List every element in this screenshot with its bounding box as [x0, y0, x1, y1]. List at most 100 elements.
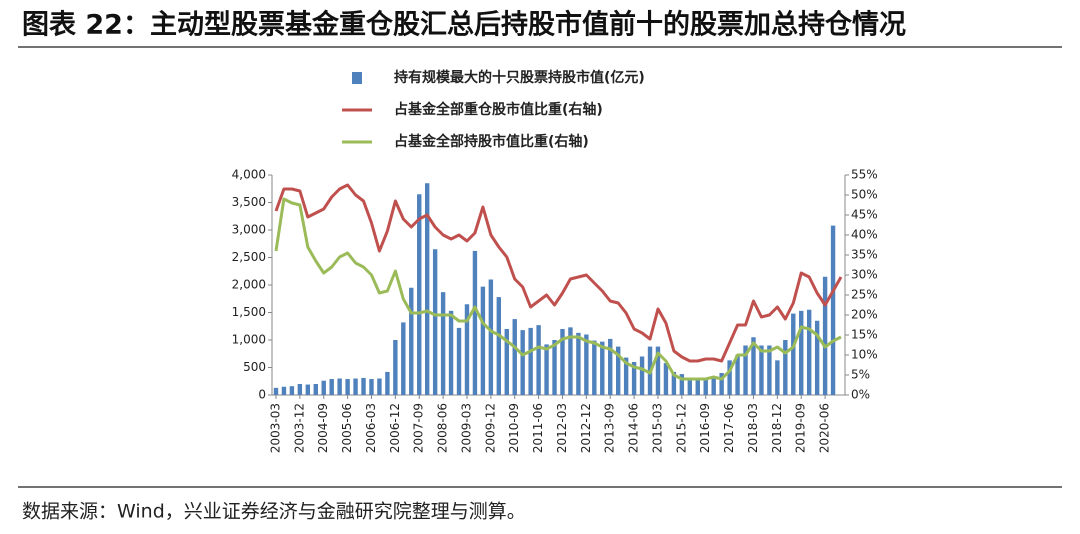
- legend-label: 占基金全部持股市值比重(右轴): [394, 133, 589, 150]
- bar: [759, 345, 764, 395]
- x-tick-label: 2010-09: [507, 403, 521, 453]
- bar: [655, 346, 661, 395]
- y2-tick-label: 25%: [851, 288, 878, 302]
- bar: [663, 363, 669, 395]
- y-tick-label: 3,000: [232, 223, 266, 237]
- bar: [703, 379, 708, 395]
- bar: [735, 354, 740, 395]
- bar: [464, 304, 470, 395]
- bar: [456, 327, 462, 395]
- bar: [751, 337, 756, 395]
- x-tick-label: 2009-12: [483, 403, 497, 453]
- legend-label: 占基金全部重仓股市值比重(右轴): [394, 101, 603, 118]
- bar: [369, 379, 374, 395]
- bar: [432, 249, 438, 395]
- bar: [305, 384, 311, 395]
- bar: [281, 386, 287, 395]
- bar: [600, 341, 605, 395]
- y-tick-label: 2,000: [232, 278, 266, 292]
- y2-tick-label: 30%: [851, 268, 878, 282]
- bar: [417, 194, 422, 395]
- x-tick-label: 2012-12: [579, 403, 593, 453]
- bar: [353, 378, 358, 395]
- x-tick-label: 2015-12: [674, 403, 688, 453]
- bar: [679, 374, 685, 395]
- bar: [791, 313, 796, 395]
- y-tick-label: 1,500: [232, 305, 266, 319]
- y-tick-label: 2,500: [232, 250, 266, 264]
- bar: [472, 250, 478, 395]
- bar: [337, 378, 342, 395]
- bar: [329, 379, 334, 395]
- x-tick-label: 2004-09: [316, 403, 330, 453]
- x-tick-label: 2018-03: [746, 403, 760, 453]
- bar: [592, 340, 597, 395]
- bar: [631, 362, 637, 395]
- bar: [544, 344, 549, 395]
- y-tick-label: 4,000: [232, 168, 266, 182]
- x-tick-label: 2013-09: [603, 403, 617, 453]
- bar: [671, 371, 677, 395]
- title: 图表 22：主动型股票基金重仓股汇总后持股市值前十的股票加总持仓情况: [22, 9, 906, 41]
- y2-tick-label: 55%: [851, 168, 878, 182]
- bar: [608, 338, 613, 395]
- y2-tick-label: 45%: [851, 208, 878, 222]
- bar: [806, 309, 812, 395]
- bar: [615, 346, 621, 395]
- bar: [560, 329, 565, 395]
- x-tick-label: 2003-12: [292, 403, 306, 453]
- bar: [297, 384, 303, 395]
- legend-swatch: [352, 72, 362, 84]
- bar: [767, 345, 772, 395]
- x-tick-label: 2005-06: [340, 403, 354, 453]
- x-tick-label: 2003-03: [268, 403, 282, 453]
- bar: [719, 373, 724, 395]
- bar: [783, 340, 788, 395]
- line: [274, 183, 843, 363]
- bar: [743, 345, 748, 395]
- bar: [401, 322, 406, 395]
- x-tick-label: 2012-03: [555, 403, 569, 453]
- legend-label: 持有规模最大的十只股票持股市值(亿元): [394, 69, 645, 86]
- y-tick-label: 0: [258, 388, 266, 402]
- bar: [488, 279, 494, 395]
- x-tick-label: 2009-03: [459, 403, 473, 453]
- x-tick-label: 2017-06: [722, 403, 736, 453]
- bar: [552, 340, 557, 395]
- y2-tick-label: 0%: [851, 388, 870, 402]
- bar: [289, 386, 295, 395]
- x-tick-label: 2007-09: [412, 403, 426, 453]
- y2-tick-label: 20%: [851, 308, 878, 322]
- x-tick-label: 2014-06: [627, 403, 641, 453]
- bar: [480, 286, 486, 395]
- y-tick-label: 500: [243, 360, 266, 374]
- bar: [448, 310, 454, 395]
- y2-tick-label: 35%: [851, 248, 878, 262]
- x-tick-label: 2015-03: [650, 403, 664, 453]
- bar: [775, 360, 780, 395]
- y2-tick-label: 5%: [851, 368, 870, 382]
- bar: [512, 319, 517, 395]
- x-tick-label: 2020-06: [818, 403, 832, 453]
- bar: [385, 371, 390, 395]
- x-tick-label: 2011-06: [531, 403, 545, 453]
- y2-tick-label: 15%: [851, 328, 878, 342]
- bar: [345, 379, 350, 395]
- bar: [822, 276, 828, 395]
- y-tick-label: 1,000: [232, 333, 266, 347]
- source: 数据来源：Wind，兴业证券经济与金融研究院整理与测算。: [22, 501, 526, 523]
- bar: [814, 320, 820, 395]
- bar: [361, 377, 366, 395]
- y2-tick-label: 10%: [851, 348, 878, 362]
- bar: [528, 327, 533, 395]
- x-tick-label: 2016-09: [698, 403, 712, 453]
- bar: [695, 380, 700, 395]
- bar: [639, 356, 645, 395]
- bar: [496, 297, 502, 395]
- y-tick-label: 3,500: [232, 195, 266, 209]
- bar: [830, 225, 836, 395]
- x-tick-label: 2019-09: [794, 403, 808, 453]
- bar: [584, 334, 589, 395]
- bar: [409, 287, 414, 395]
- bar: [727, 360, 732, 395]
